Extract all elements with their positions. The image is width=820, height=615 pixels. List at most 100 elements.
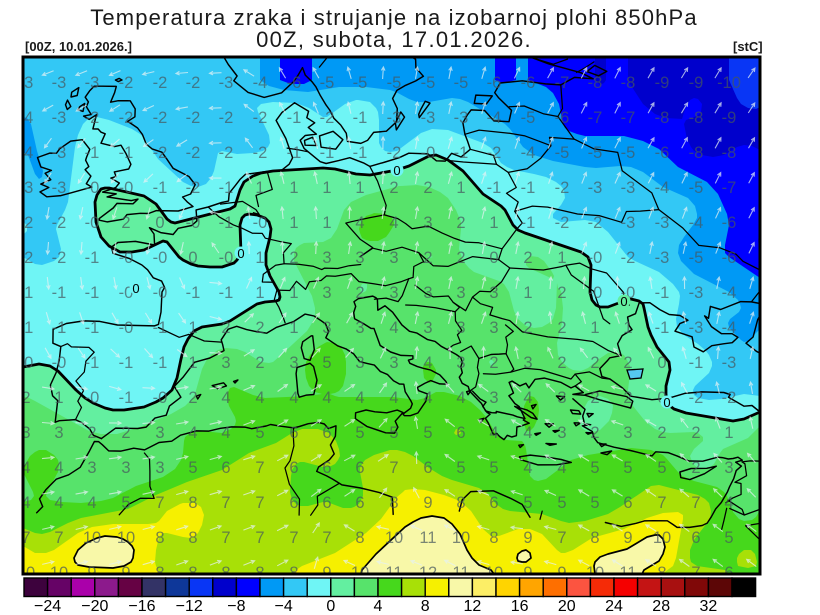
svg-text:-2: -2 — [19, 214, 34, 232]
svg-text:-8: -8 — [689, 109, 704, 127]
svg-text:10: 10 — [385, 529, 403, 547]
svg-text:5: 5 — [121, 494, 130, 512]
svg-text:-2: -2 — [219, 144, 234, 162]
svg-text:2: 2 — [121, 424, 130, 442]
svg-text:-0: -0 — [588, 284, 603, 302]
svg-text:-2: -2 — [52, 249, 67, 267]
svg-text:5: 5 — [456, 459, 465, 477]
svg-text:4: 4 — [87, 494, 96, 512]
svg-text:-1: -1 — [689, 354, 704, 372]
svg-text:1: 1 — [255, 179, 264, 197]
svg-text:1: 1 — [557, 249, 566, 267]
svg-text:-2: -2 — [689, 389, 704, 407]
svg-text:-10: -10 — [717, 74, 741, 92]
svg-text:-0: -0 — [119, 249, 134, 267]
svg-text:2: 2 — [456, 214, 465, 232]
svg-text:3: 3 — [389, 284, 398, 302]
svg-text:-4: -4 — [253, 74, 268, 92]
svg-text:2: 2 — [489, 354, 498, 372]
svg-text:-5: -5 — [689, 179, 704, 197]
svg-text:-1: -1 — [353, 109, 368, 127]
svg-text:1: 1 — [289, 319, 298, 337]
svg-text:3: 3 — [355, 249, 364, 267]
svg-text:2: 2 — [255, 319, 264, 337]
svg-text:-9: -9 — [689, 74, 704, 92]
svg-text:6: 6 — [355, 459, 364, 477]
svg-text:2: 2 — [590, 354, 599, 372]
svg-text:5: 5 — [623, 459, 632, 477]
svg-text:9: 9 — [322, 564, 331, 582]
svg-text:4: 4 — [523, 424, 532, 442]
svg-text:-1: -1 — [219, 284, 234, 302]
svg-text:-6: -6 — [521, 74, 536, 92]
svg-text:7: 7 — [155, 494, 164, 512]
svg-text:2: 2 — [691, 424, 700, 442]
svg-text:9: 9 — [523, 529, 532, 547]
svg-text:6: 6 — [289, 494, 298, 512]
svg-text:7: 7 — [691, 564, 700, 582]
svg-text:Temperatura zraka i strujanje: Temperatura zraka i strujanje na izobarn… — [90, 5, 697, 30]
svg-text:1: 1 — [322, 214, 331, 232]
svg-text:-2: -2 — [186, 109, 201, 127]
svg-text:3: 3 — [456, 354, 465, 372]
svg-text:-6: -6 — [722, 214, 737, 232]
svg-text:-1: -1 — [487, 179, 502, 197]
svg-text:-0: -0 — [52, 354, 67, 372]
svg-text:0: 0 — [657, 354, 666, 372]
svg-text:-1: -1 — [119, 144, 134, 162]
svg-text:-1: -1 — [153, 354, 168, 372]
svg-text:-0: -0 — [153, 284, 168, 302]
svg-text:7: 7 — [255, 529, 264, 547]
svg-text:-5: -5 — [689, 249, 704, 267]
svg-text:4: 4 — [21, 494, 30, 512]
svg-text:3: 3 — [423, 284, 432, 302]
svg-text:6: 6 — [322, 494, 331, 512]
svg-text:8: 8 — [355, 529, 364, 547]
svg-text:8: 8 — [590, 529, 599, 547]
svg-text:-1: -1 — [85, 249, 100, 267]
svg-text:-1: -1 — [19, 319, 34, 337]
svg-text:-1: -1 — [153, 319, 168, 337]
svg-text:-7: -7 — [722, 179, 737, 197]
svg-text:−20: −20 — [81, 598, 108, 615]
svg-text:5: 5 — [590, 494, 599, 512]
svg-text:3: 3 — [155, 459, 164, 477]
svg-text:-0: -0 — [588, 249, 603, 267]
svg-text:4: 4 — [289, 389, 298, 407]
svg-text:-2: -2 — [487, 144, 502, 162]
svg-text:1: 1 — [322, 179, 331, 197]
svg-text:1: 1 — [590, 319, 599, 337]
svg-text:4: 4 — [374, 598, 383, 615]
svg-text:6: 6 — [423, 459, 432, 477]
svg-text:-5: -5 — [320, 74, 335, 92]
svg-text:2: 2 — [523, 319, 532, 337]
svg-text:-6: -6 — [655, 144, 670, 162]
svg-text:9: 9 — [557, 564, 566, 582]
svg-text:7: 7 — [255, 459, 264, 477]
svg-text:-2: -2 — [621, 249, 636, 267]
svg-text:6: 6 — [489, 494, 498, 512]
svg-text:5: 5 — [724, 529, 733, 547]
svg-text:-0: -0 — [153, 389, 168, 407]
svg-text:4: 4 — [523, 459, 532, 477]
svg-text:2: 2 — [456, 249, 465, 267]
svg-text:3: 3 — [389, 354, 398, 372]
svg-text:-4: -4 — [521, 144, 536, 162]
svg-text:-3: -3 — [421, 109, 436, 127]
svg-text:7: 7 — [221, 529, 230, 547]
svg-text:-3: -3 — [655, 214, 670, 232]
svg-text:-1: -1 — [287, 144, 302, 162]
svg-text:2: 2 — [557, 354, 566, 372]
svg-text:1: 1 — [523, 284, 532, 302]
svg-text:-3: -3 — [52, 109, 67, 127]
svg-text:-8: -8 — [689, 144, 704, 162]
svg-text:3: 3 — [121, 459, 130, 477]
svg-text:2: 2 — [590, 389, 599, 407]
svg-text:5: 5 — [557, 494, 566, 512]
svg-text:-2: -2 — [219, 109, 234, 127]
svg-text:-7: -7 — [621, 109, 636, 127]
svg-text:-3: -3 — [689, 319, 704, 337]
svg-text:3: 3 — [724, 459, 733, 477]
svg-text:-4: -4 — [689, 214, 704, 232]
svg-text:5: 5 — [255, 424, 264, 442]
